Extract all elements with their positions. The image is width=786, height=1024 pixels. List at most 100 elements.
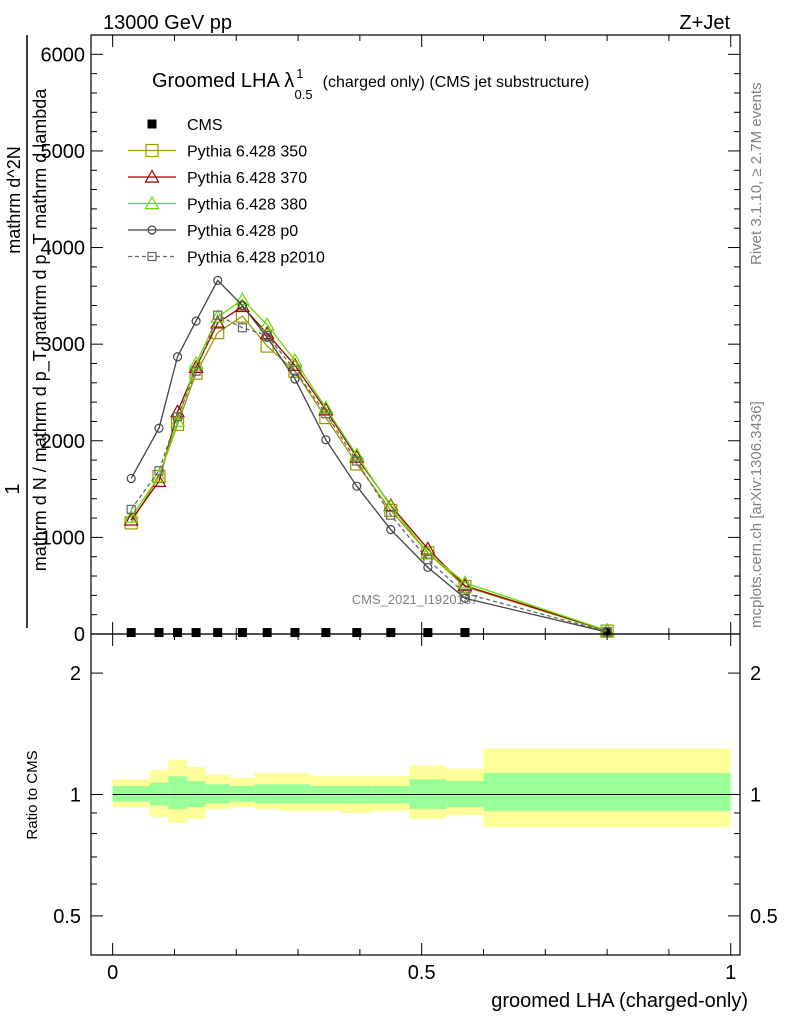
title-rest: (charged only) (CMS jet substructure): [323, 74, 590, 91]
title-lambda: λ: [284, 70, 294, 92]
data-point-marker: [321, 628, 331, 638]
series-line: [130, 314, 608, 633]
data-point-marker: [290, 365, 300, 375]
data-point-marker: [262, 330, 272, 341]
x-axis-label: groomed LHA (charged-only): [491, 990, 748, 1012]
data-point-marker: [126, 504, 136, 514]
data-point-marker: [290, 374, 300, 384]
y-tick-label: 2000: [41, 431, 86, 453]
data-point-marker: [237, 300, 248, 311]
data-point-marker: [123, 509, 139, 523]
data-point-marker: [213, 275, 223, 285]
data-point-marker: [147, 225, 157, 235]
ratio-band-inner: [254, 784, 280, 804]
legend-item-p370: Pythia 6.428 370: [128, 169, 307, 187]
ratio-y-label: Ratio to CMS: [24, 750, 41, 839]
data-point-marker: [154, 423, 164, 433]
title-sup: 1: [296, 66, 303, 81]
data-point-marker: [386, 628, 396, 638]
ratio-band-inner: [230, 785, 255, 802]
series-p0: [126, 275, 612, 637]
x-tick-label: 0.5: [408, 962, 436, 984]
series-line: [130, 298, 608, 632]
legend-item-p350: Pythia 6.428 350: [128, 144, 307, 161]
y-tick-label: 5000: [41, 141, 86, 163]
y-tick-label: 0: [74, 624, 85, 646]
series-cms: [126, 628, 612, 638]
legend-label: Pythia 6.428 p2010: [187, 250, 325, 267]
header-left: 13000 GeV pp: [103, 12, 232, 34]
y-label-denominator: mathrm d N / mathrm d p_T mathrm d p_T m…: [30, 88, 51, 571]
ratio-y-tick-label-right: 2: [750, 663, 761, 685]
legend-label: Pythia 6.428 370: [187, 170, 307, 187]
ratio-band-inner: [112, 785, 150, 802]
y-tick-label: 1000: [41, 527, 86, 549]
axes: 0 1000 2000 3000 4000 5000 6000 0 0.5 1 0.5 0.5 1 1 2 2: [41, 34, 778, 984]
y-label-numerator: mathrm d^2N: [4, 146, 24, 253]
y-tick-label: 3000: [41, 334, 86, 356]
y-tick-label: 4000: [41, 238, 86, 260]
title-main: Groomed LHA: [152, 70, 284, 92]
data-point-marker: [147, 119, 157, 129]
series-p2010: [126, 310, 612, 637]
legend-label: Pythia 6.428 p0: [187, 223, 298, 240]
data-point-marker: [460, 628, 470, 638]
legend-item-cms: CMS: [147, 117, 223, 134]
data-point-marker: [126, 628, 136, 638]
data-point-marker: [237, 628, 247, 638]
data-point-marker: [237, 323, 248, 333]
data-point-marker: [259, 317, 275, 331]
data-point-marker: [144, 169, 160, 183]
legend-label: CMS: [187, 117, 223, 134]
data-point-marker: [352, 628, 362, 638]
data-point-marker: [420, 545, 436, 559]
ratio-band-inner: [279, 784, 311, 804]
data-point-marker: [145, 143, 159, 158]
data-point-marker: [144, 195, 160, 210]
title-sub: 0.5: [295, 87, 313, 102]
legend: CMS Pythia 6.428 350 Pythia 6.428 370 Pythi…: [128, 117, 325, 267]
y-label-one: 1: [2, 483, 24, 494]
legend-label: Pythia 6.428 350: [187, 144, 307, 161]
data-point-marker: [457, 575, 473, 589]
data-point-marker: [262, 628, 272, 638]
data-point-marker: [123, 512, 139, 526]
data-point-marker: [321, 409, 331, 419]
data-point-marker: [352, 481, 362, 491]
data-point-marker: [188, 359, 204, 373]
data-point-marker: [213, 628, 223, 638]
data-point-marker: [154, 466, 164, 476]
ratio-y-tick-label: 0.5: [53, 906, 81, 928]
mcplots-label: mcplots.cern.ch [arXiv:1306.3436]: [748, 401, 765, 628]
ratio-band-inner: [149, 782, 169, 806]
y-axis-label: 1 mathrm d N / mathrm d p_T mathrm d p_T…: [2, 35, 51, 628]
data-point-marker: [234, 298, 250, 313]
rivet-label: Rivet 3.1.10, ≥ 2.7M events: [748, 83, 765, 266]
data-point-marker: [290, 628, 300, 638]
data-point-marker: [213, 310, 223, 320]
ratio-y-tick-label-right: 1: [750, 785, 761, 807]
series-line: [130, 305, 608, 632]
watermark: CMS_2021_I1920187: [352, 592, 479, 607]
series-p380: [123, 291, 615, 637]
data-point-marker: [147, 251, 157, 262]
ratio-y-tick-label-right: 0.5: [750, 906, 778, 928]
data-point-marker: [154, 628, 164, 638]
chart-title: Groomed LHA λ 1 0.5 (charged only) (CMS jet…: [152, 66, 589, 102]
data-point-marker: [173, 628, 183, 638]
legend-item-p380: Pythia 6.428 380: [128, 195, 307, 214]
data-point-marker: [457, 577, 473, 592]
data-point-marker: [423, 628, 433, 638]
data-point-marker: [386, 525, 396, 535]
data-point-marker: [191, 366, 201, 376]
data-point-marker: [172, 412, 183, 422]
data-point-marker: [235, 309, 250, 323]
data-point-marker: [211, 325, 225, 340]
x-tick-label: 1: [725, 962, 736, 984]
data-point-marker: [151, 468, 167, 483]
y-tick-label: 6000: [41, 44, 86, 66]
legend-item-p2010: Pythia 6.428 p2010: [128, 250, 325, 267]
legend-label: Pythia 6.428 380: [187, 197, 307, 214]
data-point-marker: [386, 510, 396, 520]
data-point-marker: [191, 628, 201, 638]
